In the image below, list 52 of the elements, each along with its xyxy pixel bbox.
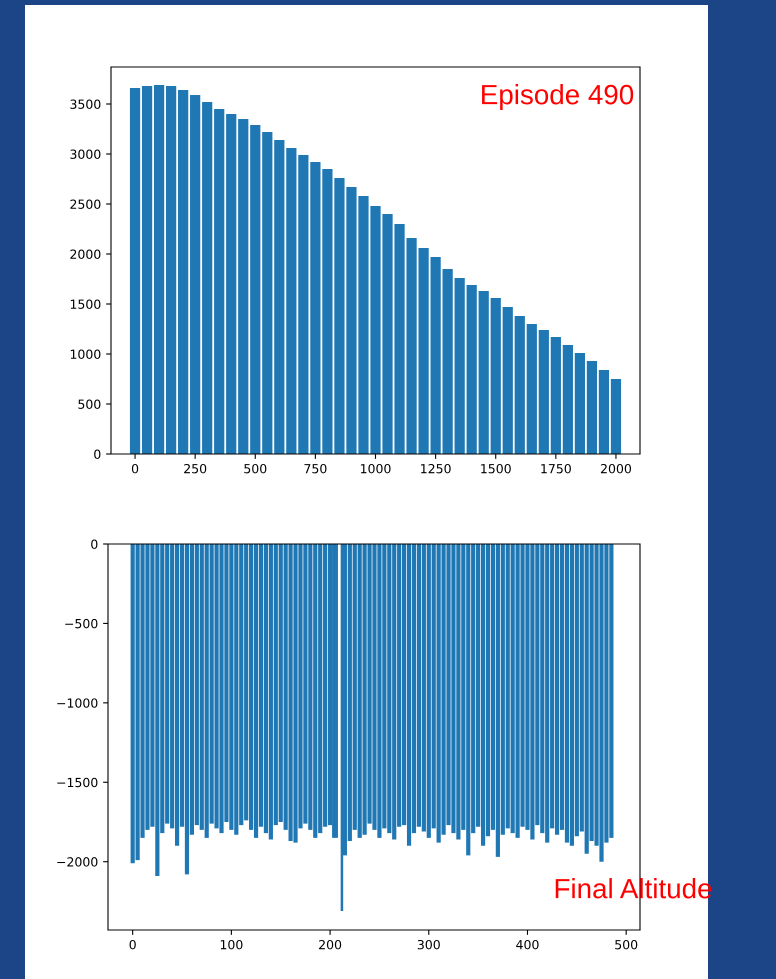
y-tick-label: −2000 xyxy=(57,857,98,867)
bar xyxy=(598,370,610,454)
bar xyxy=(154,85,164,454)
x-tick-label: 1250 xyxy=(421,464,451,474)
bar xyxy=(382,214,393,454)
bar xyxy=(178,90,188,454)
bar xyxy=(442,269,453,454)
x-tick-label: 300 xyxy=(418,940,440,950)
x-tick-label: 1750 xyxy=(541,464,571,474)
y-tick-label: −1500 xyxy=(57,778,98,788)
y-tick-label: 0 xyxy=(91,539,98,549)
bar xyxy=(346,187,357,454)
bar xyxy=(142,86,152,454)
y-tick-label: −500 xyxy=(65,618,98,628)
x-tick-label: 500 xyxy=(615,940,638,950)
bar xyxy=(358,196,369,454)
bar xyxy=(130,88,140,454)
y-tick-label: 3500 xyxy=(70,99,100,109)
bar xyxy=(610,379,622,454)
bar xyxy=(562,345,573,454)
bar xyxy=(322,169,333,454)
y-tick-label: 1500 xyxy=(70,299,100,309)
bar xyxy=(310,162,320,454)
y-tick-label: 2000 xyxy=(70,249,100,259)
bar xyxy=(406,238,417,454)
x-tick-label: 200 xyxy=(319,940,342,950)
x-tick-label: 2000 xyxy=(600,464,632,474)
x-tick-label: 250 xyxy=(184,464,206,474)
y-tick-label: 3000 xyxy=(70,149,100,159)
y-tick-label: 1000 xyxy=(70,349,100,359)
x-tick-label: 0 xyxy=(132,464,138,474)
bar xyxy=(334,178,345,454)
y-tick-label: 500 xyxy=(78,399,100,409)
bar xyxy=(574,353,585,454)
x-tick-label: 750 xyxy=(304,464,326,474)
annotation: Episode 490 xyxy=(482,84,634,110)
y-tick-label: −1000 xyxy=(57,698,98,708)
x-tick-label: 1000 xyxy=(360,464,391,474)
x-tick-label: 1500 xyxy=(481,464,511,474)
x-tick-label: 500 xyxy=(244,464,266,474)
y-tick-label: 0 xyxy=(94,449,100,459)
bar xyxy=(430,257,441,454)
bar xyxy=(394,224,405,454)
bar xyxy=(586,361,598,454)
bar xyxy=(298,155,308,454)
x-tick-label: 400 xyxy=(516,940,539,950)
x-tick-label: 100 xyxy=(220,940,242,950)
bar xyxy=(418,248,429,454)
bar xyxy=(370,206,381,454)
bar xyxy=(166,86,176,454)
y-tick-label: 2500 xyxy=(70,199,100,209)
x-tick-label: 0 xyxy=(130,940,136,950)
